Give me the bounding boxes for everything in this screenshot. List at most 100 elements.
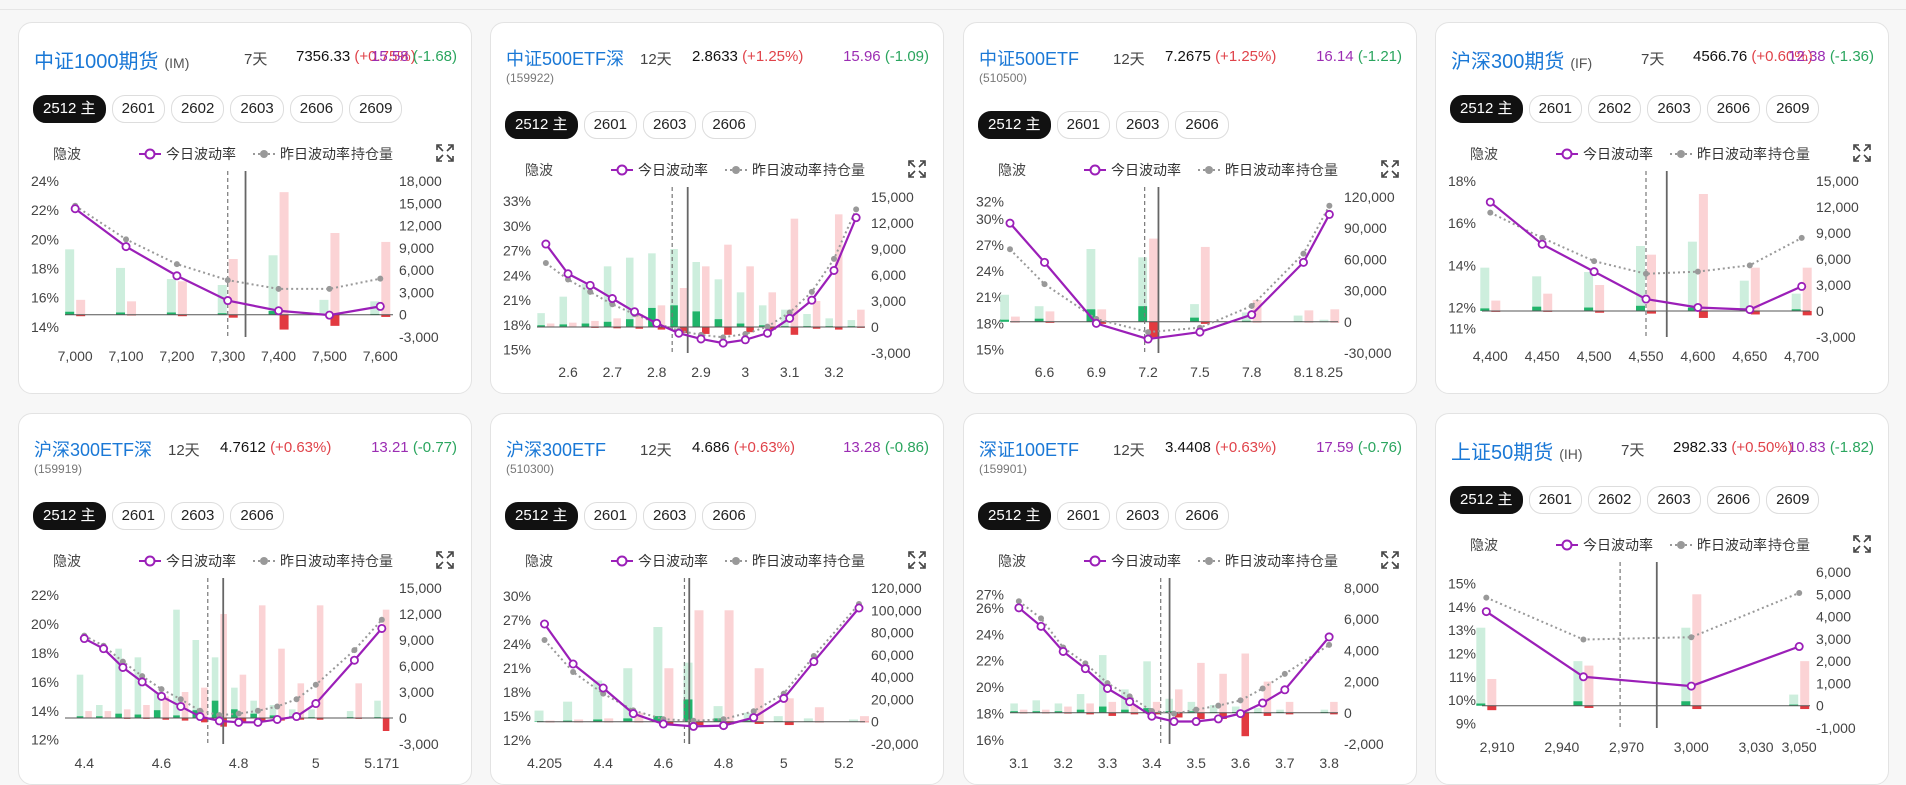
today-iv-point[interactable] [349, 655, 359, 665]
today-iv-point[interactable] [1125, 697, 1135, 707]
today-iv-point[interactable] [121, 242, 131, 252]
contract-pill-2609[interactable]: 2609 [1766, 486, 1820, 514]
fullscreen-icon[interactable] [908, 160, 926, 178]
today-iv-point[interactable] [628, 709, 638, 719]
today-iv-point[interactable] [1014, 603, 1024, 613]
today-legend-label[interactable]: 今日波动率 [166, 146, 236, 162]
instrument-name[interactable]: 深证100ETF [979, 436, 1079, 462]
contract-pill-2602[interactable]: 2602 [1587, 486, 1642, 514]
fullscreen-icon[interactable] [908, 551, 926, 569]
yesterday-legend-label[interactable]: 昨日波动率 [280, 553, 350, 569]
contract-pill-2512[interactable]: 2512 主 [505, 502, 578, 530]
contract-pill-2602[interactable]: 2602 [1587, 95, 1642, 123]
today-iv-point[interactable] [1280, 685, 1290, 695]
today-iv-point[interactable] [718, 338, 728, 348]
contract-pill-2606[interactable]: 2606 [1706, 486, 1761, 514]
today-iv-point[interactable] [719, 721, 729, 731]
contract-pill-2606[interactable]: 2606 [1175, 502, 1229, 530]
contract-pill-2606[interactable]: 2606 [289, 95, 344, 123]
today-iv-point[interactable] [585, 280, 595, 290]
contract-pill-2606[interactable]: 2606 [702, 111, 756, 139]
today-iv-point[interactable] [1745, 305, 1755, 315]
today-iv-point[interactable] [1036, 621, 1046, 631]
today-iv-point[interactable] [156, 691, 166, 701]
today-iv-point[interactable] [195, 712, 205, 722]
today-legend-label[interactable]: 今日波动率 [1583, 537, 1653, 553]
instrument-name[interactable]: 中证500ETF [979, 45, 1079, 71]
instrument-name[interactable]: 中证500ETF深 [506, 45, 624, 71]
today-iv-point[interactable] [234, 717, 244, 727]
contract-pill-2512[interactable]: 2512 主 [33, 502, 106, 530]
contract-pill-2601[interactable]: 2601 [583, 111, 637, 139]
today-iv-point[interactable] [1686, 681, 1696, 691]
contract-pill-2601[interactable]: 2601 [1056, 502, 1110, 530]
fullscreen-icon[interactable] [1853, 535, 1871, 553]
today-legend-label[interactable]: 今日波动率 [1111, 162, 1181, 178]
today-iv-point[interactable] [99, 644, 109, 654]
fullscreen-icon[interactable] [1381, 551, 1399, 569]
today-iv-point[interactable] [1298, 257, 1308, 267]
today-iv-point[interactable] [809, 657, 819, 667]
today-iv-point[interactable] [1080, 664, 1090, 674]
today-iv-point[interactable] [1040, 257, 1050, 267]
today-iv-point[interactable] [1578, 672, 1588, 682]
today-iv-point[interactable] [1589, 267, 1599, 277]
today-iv-point[interactable] [311, 699, 321, 709]
fullscreen-icon[interactable] [436, 551, 454, 569]
instrument-name[interactable]: 沪深300期货 (IF) [1451, 45, 1592, 74]
contract-pill-2601[interactable]: 2601 [1528, 486, 1582, 514]
today-iv-point[interactable] [829, 265, 839, 275]
today-iv-point[interactable] [324, 310, 334, 320]
yesterday-legend-label[interactable]: 昨日波动率 [1697, 146, 1767, 162]
today-iv-point[interactable] [1147, 711, 1157, 721]
today-iv-point[interactable] [1213, 714, 1223, 724]
today-iv-point[interactable] [1794, 642, 1804, 652]
today-iv-point[interactable] [696, 334, 706, 344]
contract-pill-2606[interactable]: 2606 [702, 502, 756, 530]
yesterday-legend-label[interactable]: 昨日波动率 [1697, 537, 1767, 553]
today-iv-point[interactable] [740, 335, 750, 345]
today-iv-point[interactable] [1103, 683, 1113, 693]
contract-pill-2603[interactable]: 2603 [1647, 486, 1701, 514]
today-iv-point[interactable] [1485, 197, 1495, 207]
contract-pill-2602[interactable]: 2602 [170, 95, 225, 123]
today-iv-point[interactable] [1169, 717, 1179, 727]
fullscreen-icon[interactable] [1853, 144, 1871, 162]
today-iv-point[interactable] [854, 603, 864, 613]
today-iv-point[interactable] [1091, 318, 1101, 328]
today-iv-point[interactable] [540, 619, 550, 629]
yesterday-legend-label[interactable]: 昨日波动率 [752, 162, 822, 178]
today-iv-point[interactable] [253, 717, 263, 727]
today-iv-point[interactable] [1143, 334, 1153, 344]
today-iv-point[interactable] [563, 269, 573, 279]
today-iv-point[interactable] [807, 295, 817, 305]
instrument-name[interactable]: 中证1000期货 (IM) [34, 45, 189, 74]
contract-pill-2603[interactable]: 2603 [642, 502, 697, 530]
today-iv-point[interactable] [292, 712, 302, 722]
contract-pill-2601[interactable]: 2601 [583, 502, 637, 530]
fullscreen-icon[interactable] [1381, 160, 1399, 178]
contract-pill-2512[interactable]: 2512 主 [1450, 95, 1523, 123]
today-iv-point[interactable] [1058, 646, 1068, 656]
contract-pill-2609[interactable]: 2609 [349, 95, 403, 123]
today-iv-point[interactable] [1537, 239, 1547, 249]
today-iv-point[interactable] [1481, 607, 1491, 617]
today-iv-point[interactable] [377, 623, 387, 633]
today-iv-point[interactable] [118, 662, 128, 672]
yesterday-legend-label[interactable]: 昨日波动率 [1225, 553, 1295, 569]
contract-pill-2601[interactable]: 2601 [1528, 95, 1582, 123]
today-iv-point[interactable] [1005, 218, 1015, 228]
today-legend-label[interactable]: 今日波动率 [638, 553, 708, 569]
contract-pill-2603[interactable]: 2603 [170, 502, 225, 530]
today-iv-point[interactable] [630, 307, 640, 317]
today-legend-label[interactable]: 今日波动率 [166, 553, 236, 569]
today-iv-point[interactable] [214, 716, 224, 726]
today-iv-point[interactable] [688, 721, 698, 731]
today-iv-point[interactable] [762, 328, 772, 338]
today-iv-point[interactable] [1247, 310, 1257, 320]
today-iv-point[interactable] [176, 701, 186, 711]
today-legend-label[interactable]: 今日波动率 [1111, 553, 1181, 569]
contract-pill-2606[interactable]: 2606 [230, 502, 284, 530]
today-legend-label[interactable]: 今日波动率 [638, 162, 708, 178]
today-iv-point[interactable] [779, 693, 789, 703]
